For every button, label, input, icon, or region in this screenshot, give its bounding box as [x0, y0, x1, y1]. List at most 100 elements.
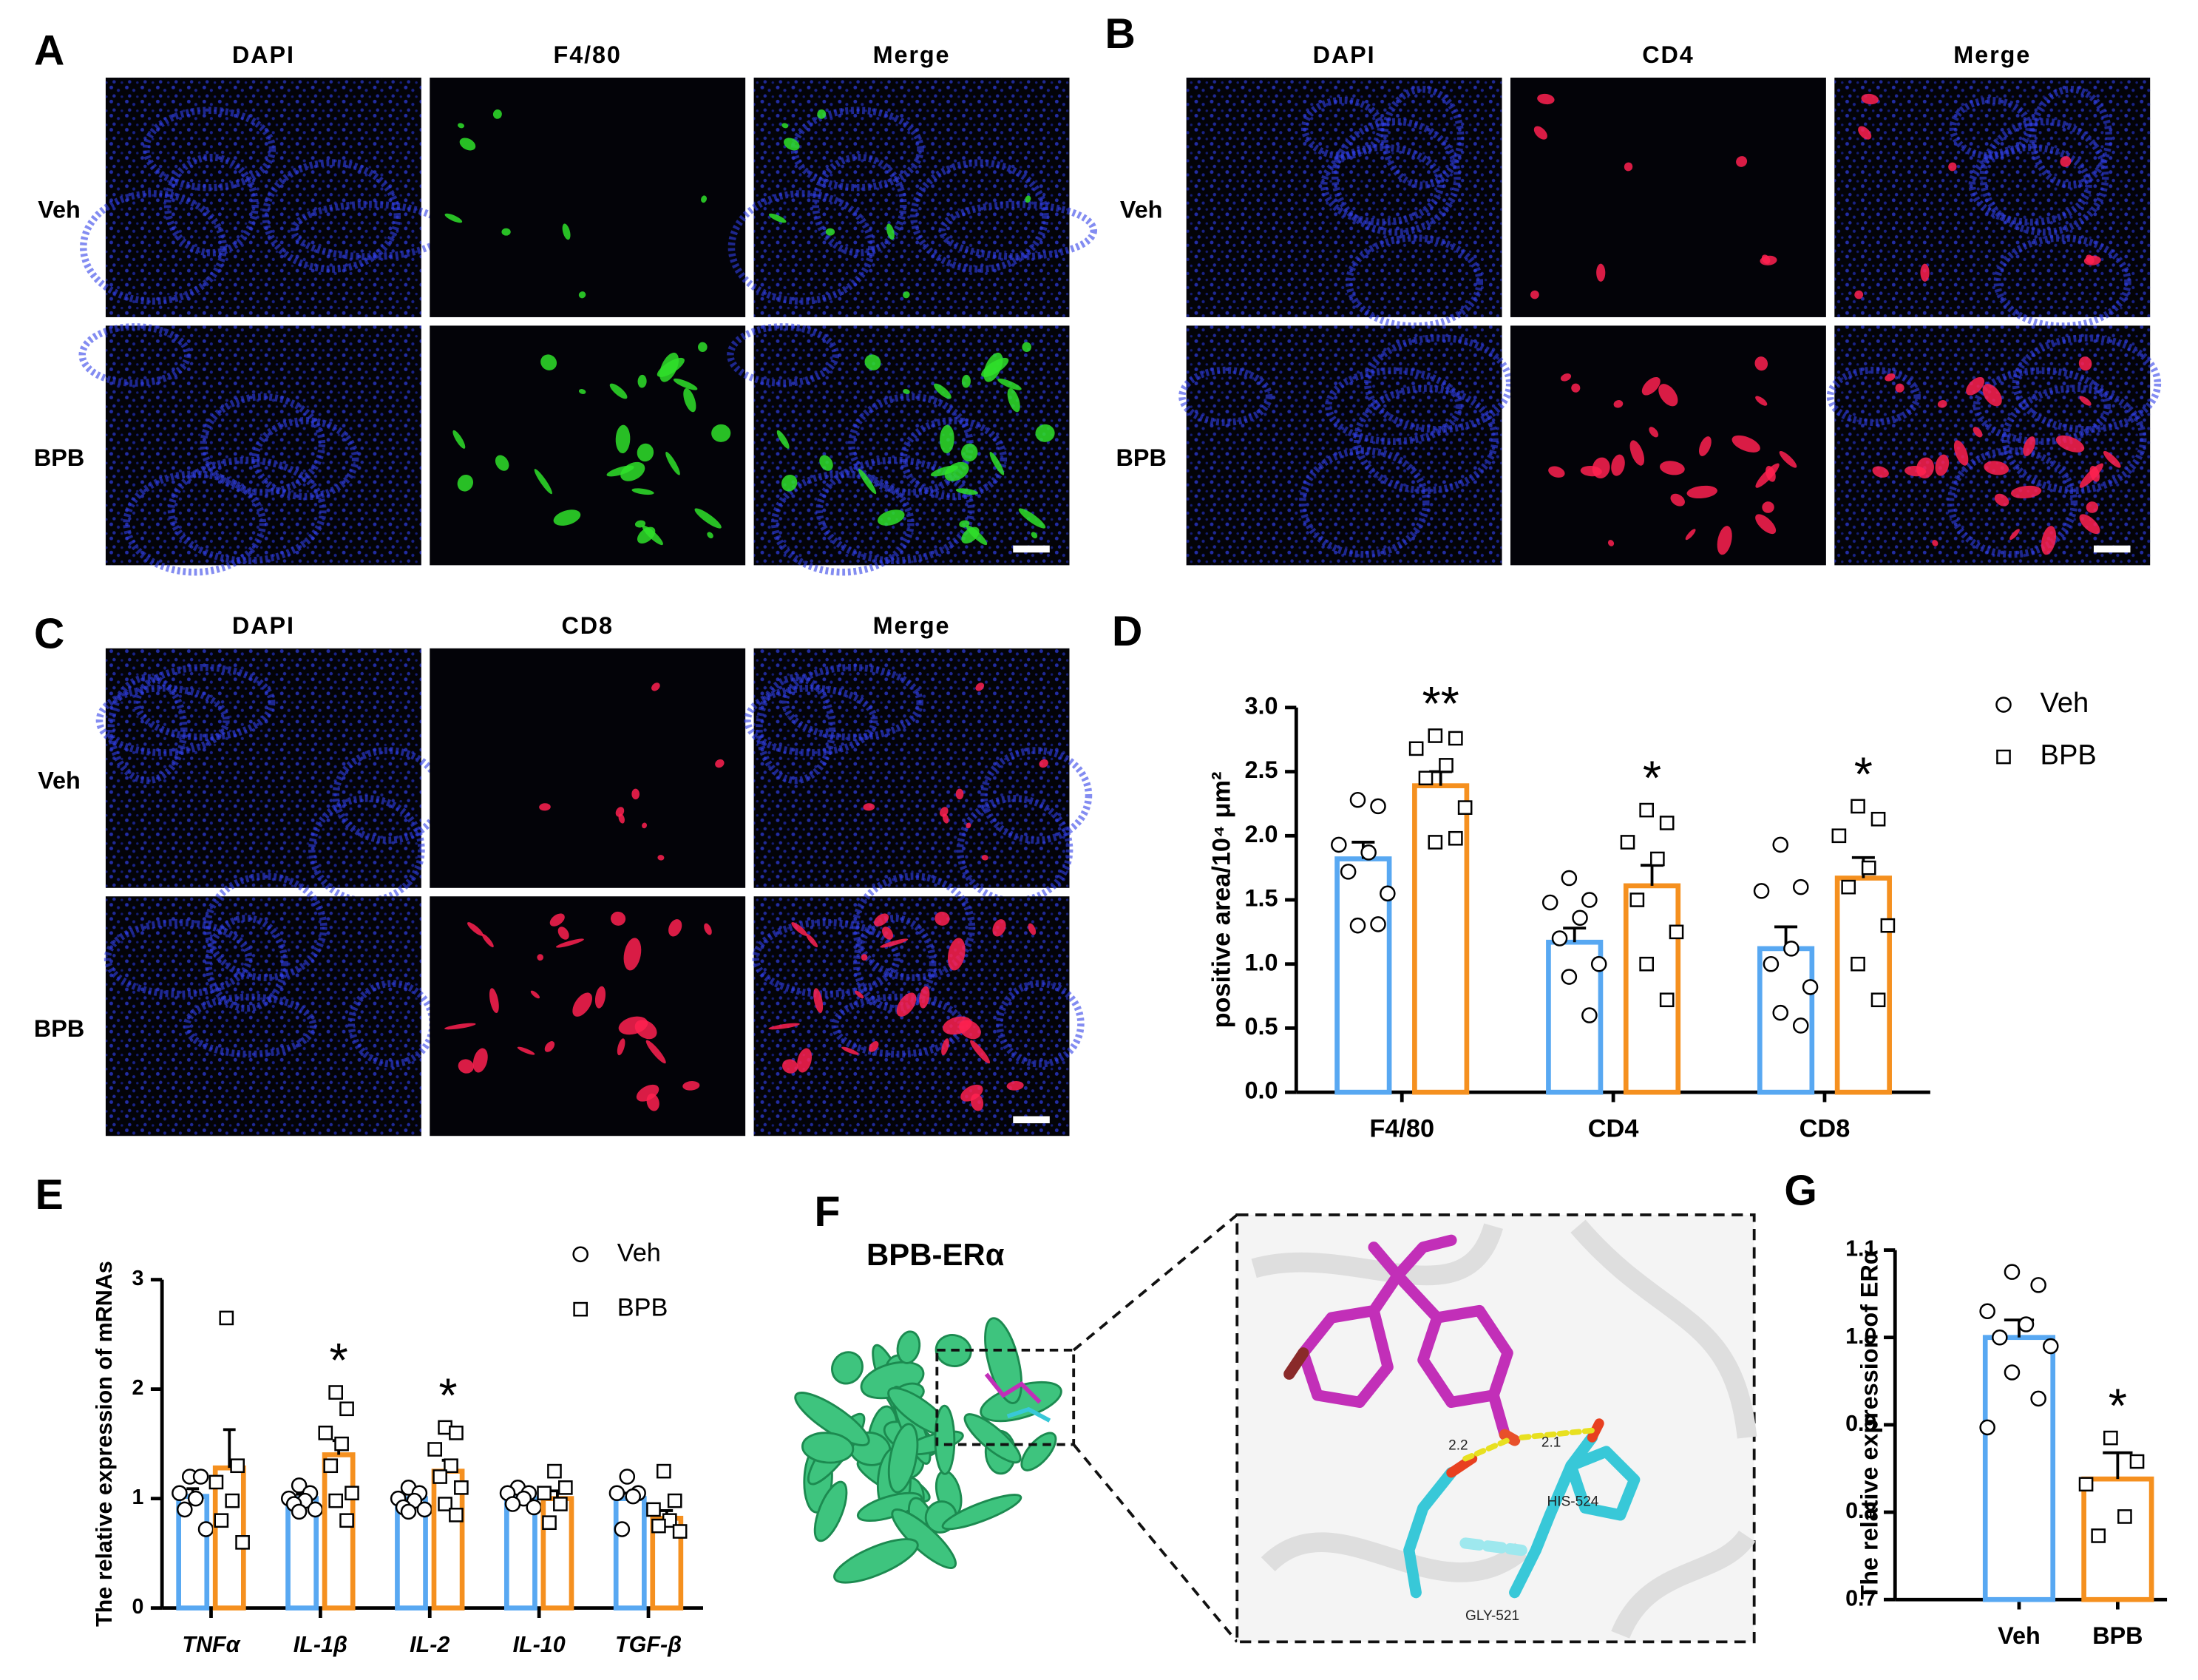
image-background: [430, 896, 746, 1137]
stain: [701, 195, 708, 203]
stain: [1022, 342, 1031, 352]
tubule: [183, 993, 317, 1058]
zoom-line: [1072, 1443, 1238, 1643]
stain: [2083, 255, 2101, 265]
y-tick-label: 1.5: [1245, 885, 1278, 912]
data-point: [291, 1503, 308, 1520]
data-point: [672, 1524, 688, 1539]
legend-marker: [572, 1246, 588, 1263]
tubule: [744, 684, 878, 756]
helix: [831, 1351, 864, 1385]
data-point: [1439, 758, 1454, 773]
data-point: [219, 1310, 234, 1326]
stain: [880, 938, 909, 948]
y-axis-label: The relative expression of ERα: [1856, 1250, 1882, 1599]
data-point: [214, 1513, 229, 1528]
stain: [657, 357, 685, 377]
tubule: [752, 918, 901, 998]
stain: [459, 138, 476, 151]
tubule: [200, 393, 326, 496]
data-point: [307, 1501, 324, 1518]
y-tick-label: 0.0: [1245, 1077, 1278, 1104]
data-point: [2043, 1338, 2059, 1355]
stain: [444, 213, 463, 223]
row-label: Veh: [1120, 197, 1163, 223]
data-point: [1331, 836, 1347, 853]
stain: [2078, 356, 2092, 371]
data-point: [1581, 892, 1598, 908]
micrograph: [1186, 77, 1502, 330]
stain: [1717, 526, 1732, 555]
stain: [2009, 529, 2020, 541]
stain: [858, 469, 877, 495]
tubule: [1320, 143, 1445, 226]
stain: [1872, 466, 1889, 478]
stain: [544, 1041, 555, 1052]
stain: [781, 123, 789, 129]
stain: [637, 374, 647, 388]
data-point: [1428, 728, 1443, 743]
data-point: [1370, 916, 1386, 932]
stain: [452, 430, 466, 449]
data-point: [1639, 956, 1654, 972]
data-point: [1629, 892, 1645, 907]
distance-label: 2.1: [1541, 1435, 1561, 1451]
bar: [1982, 1335, 2056, 1602]
data-point: [1650, 851, 1665, 867]
data-point: [339, 1513, 354, 1528]
row-label: BPB: [34, 1015, 84, 1042]
legend-marker: [1995, 697, 2012, 713]
stain: [1755, 463, 1780, 488]
bar: [1834, 875, 1892, 1095]
tubule: [900, 417, 1008, 501]
data-point: [334, 1436, 349, 1452]
data-point: [646, 1502, 661, 1517]
data-point: [1979, 1419, 1995, 1436]
data-point: [1783, 941, 1800, 957]
stain: [1731, 435, 1760, 453]
data-point: [1561, 870, 1578, 887]
tubule: [2029, 85, 2113, 189]
micrograph: [430, 648, 746, 888]
stain: [817, 109, 827, 119]
data-point: [526, 1499, 542, 1516]
stain: [1031, 532, 1038, 539]
data-point: [558, 1480, 573, 1495]
y-tick-label: 1.1: [1845, 1236, 1876, 1261]
stain: [1018, 508, 1046, 529]
data-point: [1380, 885, 1396, 902]
ligand: [1283, 1234, 1521, 1446]
data-point: [1880, 918, 1896, 933]
tubule: [1826, 366, 1921, 426]
data-point: [1992, 1329, 2008, 1346]
bar: [503, 1496, 537, 1610]
stain: [903, 291, 910, 299]
stain: [704, 923, 712, 935]
panel-letter: A: [34, 27, 64, 75]
legend-marker: [573, 1301, 588, 1317]
y-tick-label: 0.7: [1845, 1585, 1876, 1610]
data-point: [1448, 830, 1463, 846]
stain: [1611, 454, 1625, 476]
data-point: [1448, 731, 1463, 746]
stain: [943, 1016, 972, 1035]
data-point: [230, 1458, 245, 1474]
stain: [781, 474, 798, 492]
data-point: [667, 1493, 682, 1508]
column-header: F4/80: [554, 41, 622, 68]
bar: [1623, 883, 1681, 1095]
row-label: BPB: [34, 444, 84, 471]
helix: [941, 1494, 1022, 1531]
tubule: [78, 323, 191, 387]
stain: [1686, 485, 1717, 499]
residue-mini: [1006, 1406, 1051, 1423]
residue-label: GLY-521: [1465, 1608, 1519, 1624]
significance: *: [330, 1333, 348, 1387]
stain: [1685, 529, 1696, 541]
data-point: [235, 1535, 250, 1550]
x-tick-label: IL-2: [410, 1632, 450, 1657]
panel-letter: E: [35, 1171, 64, 1219]
legend-label: Veh: [2041, 688, 2089, 719]
tubule: [95, 684, 230, 756]
